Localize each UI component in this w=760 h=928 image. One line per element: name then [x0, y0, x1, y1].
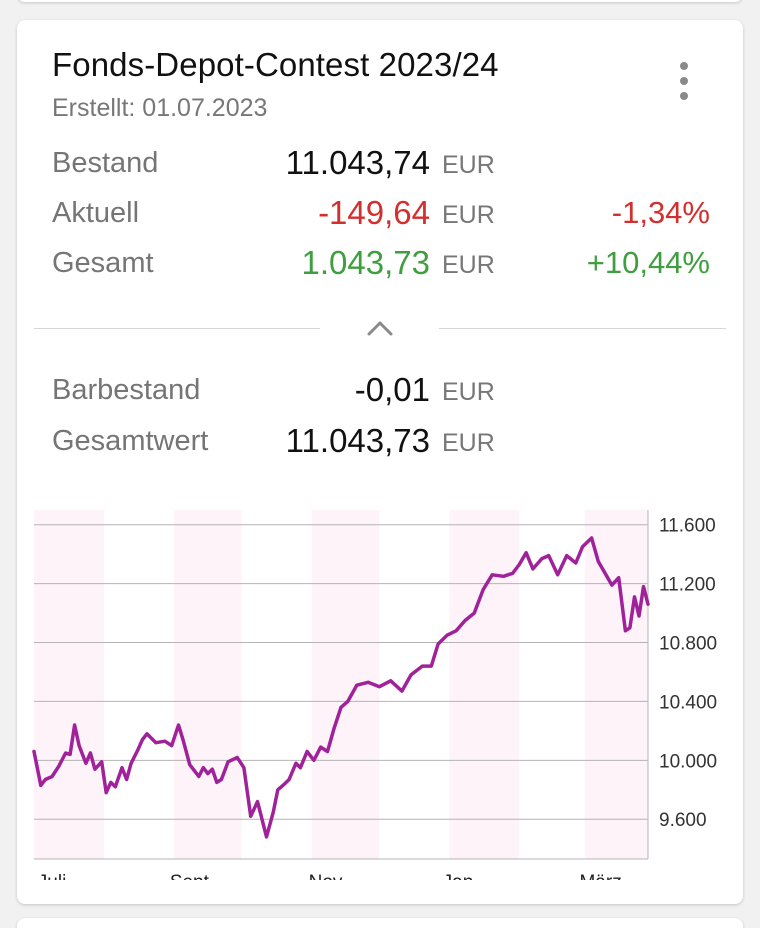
y-tick-label: 11.600: [659, 516, 716, 537]
row-bestand: Bestand 11.043,74 EUR: [17, 144, 743, 187]
y-tick-label: 11.200: [659, 575, 716, 596]
row-gesamt: Gesamt 1.043,73 EUR +10,44%: [17, 244, 743, 287]
previous-card: [17, 0, 743, 2]
divider-right: [439, 328, 726, 329]
series-line: [32, 536, 650, 839]
value-chart[interactable]: 11.600 11.200 10.800 10.400 10.000 9.600 Juli S…: [17, 480, 743, 880]
x-tick-label: Sept.: [170, 872, 214, 880]
x-tick-label: März: [579, 872, 621, 880]
row-label: Gesamt: [52, 247, 154, 279]
row-currency: EUR: [442, 429, 495, 457]
divider-left: [34, 328, 320, 329]
more-vert-icon[interactable]: [667, 60, 701, 102]
row-currency: EUR: [442, 201, 495, 229]
row-value: 11.043,74: [285, 144, 430, 181]
row-currency: EUR: [442, 251, 495, 279]
row-value: -149,64: [318, 194, 430, 231]
row-currency: EUR: [442, 151, 495, 179]
chevron-up-icon[interactable]: [365, 318, 395, 338]
row-percent: +10,44%: [586, 245, 710, 280]
row-gesamtwert: Gesamtwert 11.043,73 EUR: [17, 422, 743, 465]
x-tick-label: Juli: [38, 872, 67, 880]
row-label: Aktuell: [52, 197, 140, 229]
month-band: [449, 510, 520, 859]
y-tick-label: 10.800: [659, 634, 717, 655]
row-currency: EUR: [442, 378, 495, 406]
month-band: [173, 510, 242, 859]
y-tick-label: 10.000: [659, 751, 717, 772]
row-barbestand: Barbestand -0,01 EUR: [17, 371, 743, 414]
month-band: [584, 510, 648, 859]
row-label: Bestand: [52, 147, 159, 179]
card-title: Fonds-Depot-Contest 2023/24: [52, 46, 499, 83]
month-band: [311, 510, 380, 859]
row-aktuell: Aktuell -149,64 EUR -1,34%: [17, 194, 743, 237]
y-tick-label: 10.400: [659, 692, 717, 713]
row-percent: -1,34%: [611, 195, 710, 230]
row-value: 1.043,73: [301, 244, 430, 281]
next-card: [17, 918, 743, 928]
row-label: Barbestand: [52, 374, 201, 406]
x-tick-label: Jan.: [443, 872, 479, 880]
y-tick-label: 9.600: [659, 810, 707, 831]
created-date: Erstellt: 01.07.2023: [52, 94, 268, 122]
x-tick-label: Nov.: [309, 872, 347, 880]
month-band: [34, 510, 104, 859]
portfolio-card[interactable]: Fonds-Depot-Contest 2023/24 Erstellt: 01…: [17, 20, 743, 904]
row-value: -0,01: [354, 371, 430, 408]
row-value: 11.043,73: [285, 422, 430, 459]
row-label: Gesamtwert: [52, 425, 209, 457]
